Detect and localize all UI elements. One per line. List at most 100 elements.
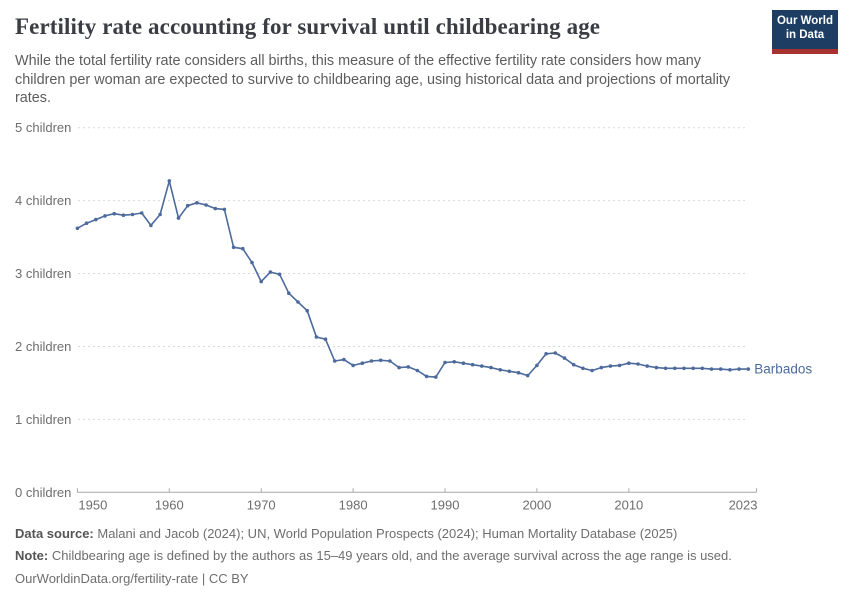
data-point[interactable] bbox=[507, 369, 512, 374]
data-point[interactable] bbox=[222, 207, 227, 212]
data-point[interactable] bbox=[268, 270, 273, 274]
owid-logo[interactable]: Our World in Data bbox=[772, 10, 838, 54]
data-point[interactable] bbox=[415, 368, 420, 373]
y-axis-tick-label: 0 children bbox=[15, 485, 71, 500]
data-point[interactable] bbox=[158, 212, 162, 217]
data-point[interactable] bbox=[167, 179, 172, 183]
data-point[interactable] bbox=[746, 367, 751, 371]
owid-logo-line1: Our World bbox=[776, 15, 833, 27]
data-point[interactable] bbox=[351, 363, 355, 368]
data-source-label: Data source: bbox=[15, 526, 94, 541]
data-point[interactable] bbox=[185, 203, 190, 208]
data-point[interactable] bbox=[259, 279, 264, 284]
data-point[interactable] bbox=[700, 366, 705, 371]
data-point[interactable] bbox=[176, 216, 181, 220]
data-point[interactable] bbox=[305, 308, 310, 313]
note-text: Childbearing age is defined by the autho… bbox=[48, 548, 732, 564]
fertility-line-chart-svg: 0 children 1 children 2 children 3 children… bbox=[15, 120, 812, 512]
data-point[interactable] bbox=[627, 361, 631, 366]
data-point[interactable] bbox=[737, 367, 741, 371]
x-axis-tick-label: 1990 bbox=[431, 497, 460, 512]
data-point[interactable] bbox=[590, 368, 594, 373]
note-line: Note: Childbearing age is defined by the… bbox=[15, 545, 835, 567]
x-axis-tick-label: 1960 bbox=[155, 497, 184, 512]
y-axis-tick-label: 1 children bbox=[15, 412, 71, 427]
data-point[interactable] bbox=[654, 365, 659, 370]
data-point[interactable] bbox=[461, 361, 466, 366]
data-point[interactable] bbox=[728, 368, 732, 372]
data-point[interactable] bbox=[397, 365, 401, 370]
chart-area: 0 children 1 children 2 children 3 children… bbox=[15, 120, 812, 512]
series-line-barbados[interactable] bbox=[76, 180, 750, 378]
chart-subtitle: While the total fertility rate considers… bbox=[15, 53, 731, 107]
data-point[interactable] bbox=[443, 360, 447, 365]
data-point[interactable] bbox=[388, 359, 392, 363]
data-point[interactable] bbox=[406, 365, 411, 369]
data-point[interactable] bbox=[204, 203, 208, 207]
data-point[interactable] bbox=[287, 291, 291, 296]
data-point[interactable] bbox=[231, 245, 236, 250]
data-point[interactable] bbox=[581, 366, 585, 371]
data-point[interactable] bbox=[277, 272, 282, 277]
data-point[interactable] bbox=[663, 366, 668, 371]
series-label-barbados[interactable]: Barbados bbox=[754, 362, 812, 377]
data-point[interactable] bbox=[617, 363, 622, 368]
data-point[interactable] bbox=[360, 361, 365, 366]
data-point[interactable] bbox=[149, 223, 153, 228]
data-point[interactable] bbox=[250, 260, 254, 265]
data-point[interactable] bbox=[553, 351, 558, 355]
y-axis-tick-label: 4 children bbox=[15, 193, 71, 208]
data-point[interactable] bbox=[314, 335, 319, 339]
data-point[interactable] bbox=[599, 365, 604, 370]
data-point[interactable] bbox=[323, 337, 328, 342]
data-point[interactable] bbox=[121, 213, 126, 217]
data-point[interactable] bbox=[562, 356, 567, 360]
data-point[interactable] bbox=[332, 359, 337, 363]
data-point[interactable] bbox=[296, 300, 300, 304]
data-point[interactable] bbox=[112, 211, 116, 216]
data-point[interactable] bbox=[75, 226, 80, 231]
data-point[interactable] bbox=[103, 214, 107, 218]
data-point[interactable] bbox=[682, 366, 686, 371]
data-point[interactable] bbox=[691, 366, 695, 371]
data-point[interactable] bbox=[94, 217, 98, 222]
data-point[interactable] bbox=[195, 201, 199, 205]
x-axis-tick-label: 1970 bbox=[247, 497, 276, 512]
data-point[interactable] bbox=[434, 375, 438, 379]
data-point[interactable] bbox=[213, 206, 218, 211]
data-point[interactable] bbox=[571, 362, 576, 367]
x-axis-tick-label: 1950 bbox=[78, 497, 107, 512]
owid-url-license[interactable]: OurWorldinData.org/fertility-rate | CC B… bbox=[15, 570, 249, 586]
data-point[interactable] bbox=[378, 358, 383, 363]
data-point[interactable] bbox=[489, 365, 493, 370]
data-point[interactable] bbox=[645, 364, 649, 368]
data-point[interactable] bbox=[342, 357, 346, 362]
data-point[interactable] bbox=[544, 352, 548, 356]
data-point[interactable] bbox=[139, 211, 144, 215]
data-point[interactable] bbox=[452, 360, 457, 364]
data-point[interactable] bbox=[498, 368, 503, 372]
y-axis-tick-label: 2 children bbox=[15, 339, 71, 354]
x-axis-tick-label: 2000 bbox=[522, 497, 551, 512]
owid-logo-line2: in Data bbox=[785, 29, 825, 41]
data-point[interactable] bbox=[130, 212, 135, 217]
data-point[interactable] bbox=[525, 373, 530, 378]
y-axis-tick-label: 5 children bbox=[15, 120, 71, 135]
data-point[interactable] bbox=[84, 221, 89, 225]
data-point[interactable] bbox=[516, 370, 521, 375]
data-point[interactable] bbox=[480, 364, 484, 368]
data-point[interactable] bbox=[636, 362, 640, 366]
data-point[interactable] bbox=[535, 363, 539, 368]
x-axis-tick-label: 2010 bbox=[614, 497, 643, 512]
data-point[interactable] bbox=[673, 366, 677, 371]
data-point[interactable] bbox=[709, 367, 714, 371]
data-point[interactable] bbox=[241, 246, 245, 251]
data-point[interactable] bbox=[369, 359, 374, 363]
chart-footer: Data source: Malani and Jacob (2024); UN… bbox=[15, 523, 835, 590]
data-point[interactable] bbox=[718, 367, 723, 371]
data-point[interactable] bbox=[470, 362, 475, 367]
chart-title: Fertility rate accounting for survival u… bbox=[15, 14, 601, 39]
y-axis-tick-label: 3 children bbox=[15, 266, 71, 281]
data-point[interactable] bbox=[424, 374, 429, 379]
data-point[interactable] bbox=[608, 364, 613, 368]
